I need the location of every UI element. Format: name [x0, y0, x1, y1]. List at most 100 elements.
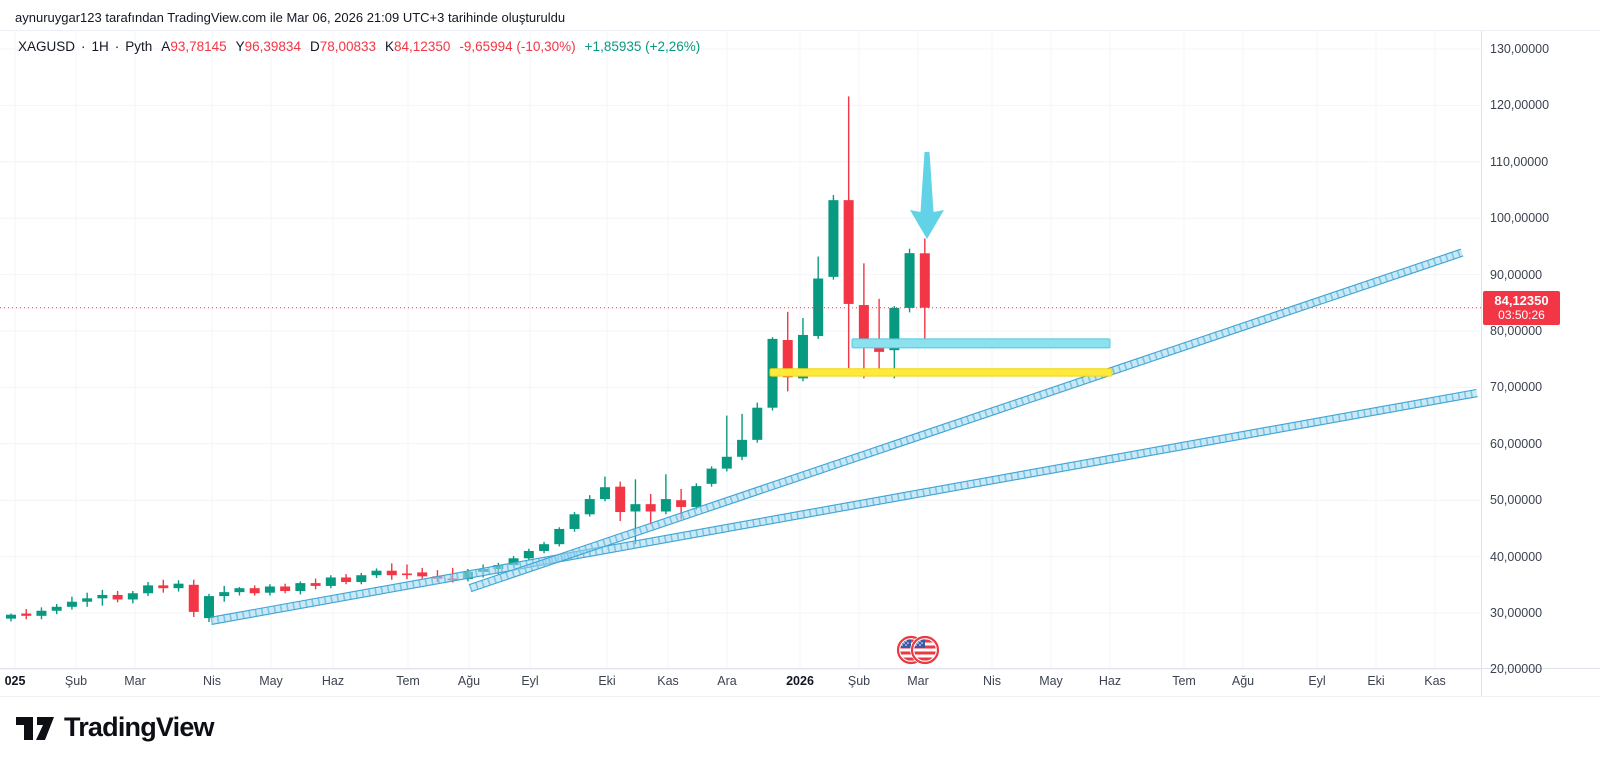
- candle-body: [386, 570, 397, 576]
- upper-trendline[interactable]: [468, 248, 1464, 592]
- candle-body: [523, 550, 534, 559]
- candle-body: [36, 610, 47, 616]
- candle-body: [127, 593, 138, 600]
- candle-body: [599, 487, 610, 500]
- price-axis[interactable]: 130,00000 120,00000 110,00000 100,00000 90,0…: [1482, 30, 1600, 676]
- ohlc-high: Y96,39834: [235, 39, 301, 54]
- lower-trendline[interactable]: [210, 389, 1478, 625]
- candle-body: [508, 558, 519, 566]
- candle-body: [249, 588, 260, 594]
- y-axis-label: 40,00000: [1490, 549, 1543, 564]
- candle-body: [82, 598, 93, 602]
- y-axis-label: 120,00000: [1490, 98, 1550, 113]
- attribution-text: aynuruygar123 tarafından TradingView.com…: [15, 10, 566, 25]
- candle-body: [904, 253, 915, 308]
- y-axis-label: 30,00000: [1490, 606, 1543, 620]
- candle-body: [234, 588, 245, 593]
- candle-body: [112, 594, 123, 600]
- x-axis-label: Mar: [124, 674, 146, 688]
- candle-body: [401, 573, 412, 576]
- time-axis[interactable]: 025 Şub Mar Nis May Haz Tem Ağu Eyl Eki Kas Ara 2026…: [0, 669, 1482, 697]
- last-price-value: 84,12350: [1494, 292, 1549, 308]
- x-axis-label: 025: [4, 674, 26, 688]
- candle-body: [721, 456, 732, 469]
- candle-body: [310, 583, 321, 586]
- bar-countdown: 03:50:26: [1498, 307, 1545, 322]
- candle-body: [630, 504, 641, 512]
- x-axis-label: Ağu: [1231, 674, 1255, 688]
- candle-body: [158, 585, 169, 589]
- lower-trendline-edge: [210, 388, 1477, 618]
- candle-body: [21, 613, 32, 616]
- x-axis-label: Eki: [1367, 674, 1385, 688]
- x-axis-label: Kas: [1424, 674, 1446, 688]
- candle-body: [660, 499, 671, 512]
- candle-body: [51, 606, 62, 611]
- candle-body: [737, 439, 748, 457]
- x-axis-label: 2026: [786, 674, 814, 688]
- x-axis-label: May: [259, 674, 283, 688]
- candle-body: [584, 499, 595, 515]
- ohlc-close: K84,12350: [385, 39, 451, 54]
- y-axis-label: 100,00000: [1490, 211, 1550, 226]
- y-axis-label: 50,00000: [1490, 493, 1543, 508]
- y-axis-label: 70,00000: [1490, 380, 1543, 395]
- candle-body: [356, 575, 367, 582]
- candle-body: [752, 407, 763, 440]
- x-axis-label: Haz: [1098, 674, 1122, 688]
- x-axis-label: Haz: [321, 674, 345, 688]
- candle-body: [325, 577, 336, 586]
- x-axis-label: Eki: [598, 674, 616, 688]
- x-axis-label: Tem: [1172, 674, 1196, 688]
- candle-body: [143, 585, 154, 594]
- candle-body: [706, 468, 717, 484]
- last-price-label: 84,12350 03:50:26: [1483, 291, 1560, 325]
- candle-body: [371, 570, 382, 576]
- candle-body: [97, 594, 108, 599]
- candle-body: [828, 200, 839, 277]
- footer-branding[interactable]: TradingView: [14, 710, 215, 744]
- candle-body: [874, 347, 885, 352]
- candle-body: [813, 278, 824, 337]
- candle-body: [188, 584, 199, 612]
- x-axis-label: Nis: [202, 674, 222, 688]
- legend-separator: ·: [81, 39, 86, 54]
- us-flag-icon[interactable]: [910, 635, 940, 665]
- y-axis-label: 60,00000: [1490, 436, 1543, 451]
- x-axis-label: Eyl: [1308, 674, 1326, 688]
- candle-body: [280, 586, 291, 592]
- symbol-title[interactable]: XAGUSD · 1H · Pyth: [18, 39, 152, 54]
- x-axis-label: Ağu: [457, 674, 481, 688]
- cyan-support-zone[interactable]: [851, 338, 1111, 349]
- x-axis-label: Tem: [396, 674, 420, 688]
- x-axis-label: Şub: [847, 674, 871, 688]
- candle-body: [569, 514, 580, 529]
- tradingview-wordmark: TradingView: [64, 711, 215, 742]
- legend-separator: ·: [114, 39, 120, 54]
- y-axis-label: 110,00000: [1490, 154, 1549, 169]
- candle-body: [173, 583, 184, 589]
- symbol-name[interactable]: XAGUSD: [18, 39, 76, 54]
- y-axis-label: 80,00000: [1490, 324, 1543, 338]
- candle-body: [889, 307, 900, 351]
- x-axis-label: Ara: [717, 674, 737, 688]
- candle-body: [843, 200, 854, 304]
- x-axis-label: Eyl: [521, 674, 539, 688]
- candle-body: [645, 504, 656, 512]
- lower-trendline-edge: [211, 396, 1478, 625]
- candle-body: [919, 253, 930, 308]
- candle-body: [615, 486, 626, 513]
- upper-trendline-edge: [468, 248, 1462, 586]
- yellow-support-zone[interactable]: [769, 368, 1113, 377]
- symbol-interval[interactable]: 1H: [91, 39, 109, 54]
- tradingview-logo-icon: [16, 717, 54, 740]
- candle-body: [676, 500, 687, 507]
- ohlc-low: D78,00833: [309, 39, 377, 54]
- symbol-legend: XAGUSD · 1H · Pyth A93,78145 Y96,39834 D…: [18, 39, 700, 54]
- candle-body: [219, 592, 230, 597]
- down-arrow-marker[interactable]: [910, 152, 944, 239]
- candle-body: [797, 334, 808, 379]
- y-axis-label: 130,00000: [1490, 42, 1550, 56]
